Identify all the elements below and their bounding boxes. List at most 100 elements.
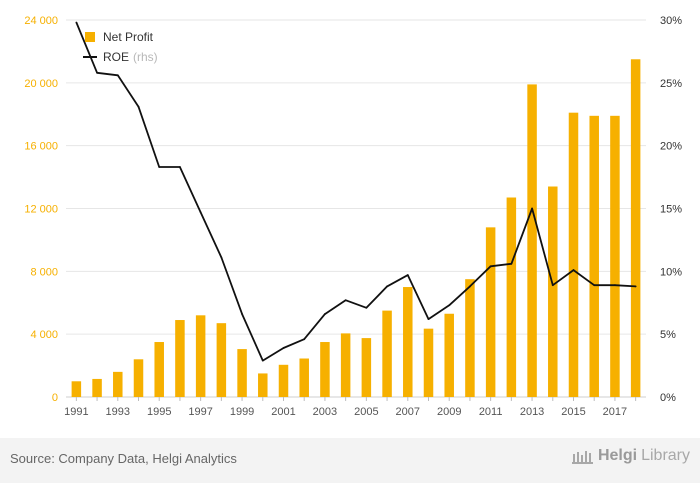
roe-point-2016: [593, 284, 596, 287]
roe-point-1993: [116, 74, 119, 77]
x-tick-label-1993: 1993: [106, 406, 130, 418]
roe-point-1999: [241, 313, 243, 315]
bar-2015[interactable]: [568, 112, 579, 397]
x-tick-label-2013: 2013: [520, 406, 544, 418]
bar-2016[interactable]: [589, 115, 599, 397]
bar-2017[interactable]: [610, 115, 620, 397]
x-tick-label-2015: 2015: [561, 406, 585, 418]
roe-point-2009: [448, 304, 451, 307]
x-tick-label-2011: 2011: [479, 406, 503, 418]
bar-2001[interactable]: [278, 364, 289, 397]
bar-1992[interactable]: [92, 378, 102, 397]
library-icon: [571, 451, 593, 464]
left-tick-label-4: 16 000: [24, 141, 58, 153]
grid-lines: [66, 19, 646, 398]
roe-point-2013: [531, 207, 533, 210]
legend-item-net-profit[interactable]: Net Profit: [83, 27, 158, 47]
net-profit-bars: [71, 59, 641, 397]
right-axis-ticks: 0% 5% 10% 15% 20% 25% 30%: [660, 15, 682, 404]
bar-1993[interactable]: [113, 371, 123, 397]
roe-line[interactable]: [75, 22, 636, 362]
x-tick-label-1999: 1999: [230, 406, 254, 418]
x-tick-label-2017: 2017: [603, 406, 627, 418]
roe-line-layer: [75, 21, 637, 362]
bar-2008[interactable]: [423, 328, 434, 397]
right-tick-label-3: 15%: [660, 204, 682, 216]
roe-point-2001: [282, 347, 285, 349]
roe-point-1992: [96, 71, 98, 74]
right-tick-label-5: 25%: [660, 78, 682, 90]
bar-1996[interactable]: [175, 320, 185, 397]
roe-point-2018: [634, 285, 637, 288]
x-tick-label-2007: 2007: [396, 406, 420, 418]
bar-2004[interactable]: [340, 333, 351, 397]
right-tick-label-6: 30%: [660, 15, 682, 27]
legend-label-roe-suffix: (rhs): [133, 50, 158, 64]
bar-2018[interactable]: [630, 59, 641, 397]
right-tick-label-2: 10%: [660, 266, 682, 278]
roe-point-2004: [344, 299, 347, 302]
roe-point-2015: [572, 269, 575, 271]
x-tick-label-2009: 2009: [437, 406, 461, 418]
brand-name-bold: Helgi: [597, 447, 638, 464]
x-tick-label-1995: 1995: [147, 406, 171, 418]
bar-2000[interactable]: [258, 373, 268, 397]
roe-point-2011: [489, 265, 492, 268]
roe-point-1998: [220, 256, 223, 259]
bar-2009[interactable]: [444, 313, 454, 397]
right-tick-label-1: 5%: [660, 329, 676, 341]
roe-point-2005: [365, 306, 368, 309]
bar-1999[interactable]: [237, 349, 247, 397]
bar-2014[interactable]: [548, 186, 558, 397]
bar-1994[interactable]: [133, 359, 144, 397]
bar-2011[interactable]: [485, 227, 496, 397]
legend-label-net-profit: Net Profit: [103, 30, 154, 44]
roe-point-1995: [158, 166, 161, 168]
x-tick-label-1997: 1997: [188, 406, 212, 418]
legend-bar-swatch: [85, 32, 95, 42]
bar-2003[interactable]: [320, 342, 330, 397]
bar-2002[interactable]: [299, 358, 309, 397]
x-tick-label-2003: 2003: [313, 406, 337, 418]
legend-line-swatch: [83, 56, 97, 58]
brand-logo[interactable]: Helgi Library: [571, 447, 690, 465]
left-tick-label-5: 20 000: [24, 78, 58, 90]
left-tick-label-2: 8 000: [30, 266, 58, 278]
bar-2007[interactable]: [403, 287, 413, 397]
roe-point-1996: [179, 166, 181, 168]
bar-2013[interactable]: [527, 84, 537, 397]
bar-1998[interactable]: [216, 323, 227, 397]
legend-item-roe[interactable]: ROE (rhs): [83, 47, 158, 67]
bar-1997[interactable]: [195, 315, 206, 397]
roe-point-2007: [406, 274, 409, 277]
bar-1995[interactable]: [154, 342, 164, 397]
x-tick-label-2005: 2005: [354, 406, 378, 418]
roe-point-2008: [427, 318, 430, 320]
roe-point-2006: [386, 285, 388, 288]
bar-2006[interactable]: [382, 310, 392, 397]
roe-point-2000: [261, 359, 264, 362]
roe-point-2012: [510, 262, 513, 265]
bar-2005[interactable]: [361, 338, 372, 397]
roe-point-2003: [324, 313, 326, 315]
footer-bar: [0, 438, 700, 483]
roe-point-2010: [469, 285, 471, 288]
bar-2012[interactable]: [506, 197, 517, 397]
x-tick-label-1991: 1991: [64, 406, 88, 418]
x-axis-ticks: 1991 1993 1995 1997 1999 2001 2003 2005 2007 2009…: [64, 397, 637, 418]
bar-1991[interactable]: [71, 381, 82, 397]
left-tick-label-6: 24 000: [24, 15, 58, 27]
left-tick-label-0: 0: [52, 392, 58, 404]
roe-point-2002: [303, 338, 306, 341]
roe-point-1994: [137, 105, 140, 108]
roe-point-2017: [614, 284, 616, 287]
legend: Net Profit ROE (rhs): [83, 27, 158, 67]
right-tick-label-0: 0%: [660, 392, 676, 404]
bar-2010[interactable]: [465, 279, 475, 397]
roe-point-2014: [551, 284, 554, 287]
roe-point-1997: [199, 211, 202, 214]
brand-name-thin: Library: [641, 447, 690, 464]
legend-label-roe: ROE: [103, 50, 130, 64]
left-tick-label-1: 4 000: [30, 329, 58, 341]
